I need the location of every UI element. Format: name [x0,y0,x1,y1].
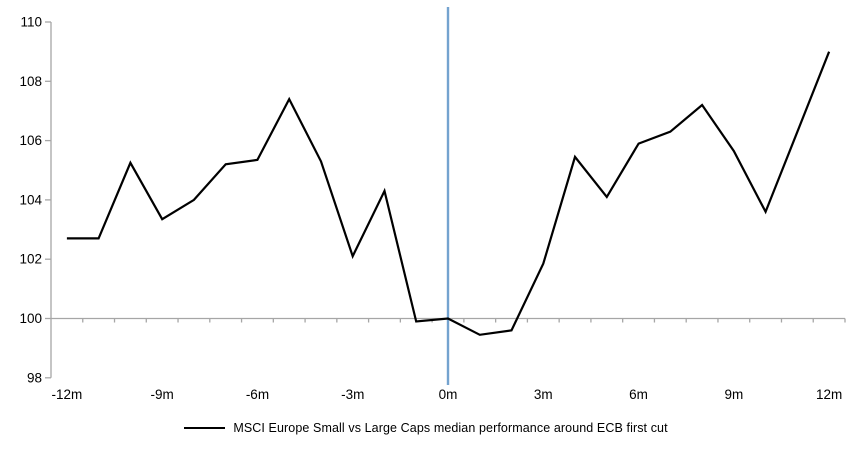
y-tick-label: 110 [20,15,42,30]
series-line-icon [184,427,226,429]
x-tick-label: 12m [816,387,842,402]
x-tick-label: -9m [151,387,174,402]
series-legend-label: MSCI Europe Small vs Large Caps median p… [233,421,668,435]
chart-legend: MSCI Europe Small vs Large Caps median p… [0,412,852,444]
x-tick-label: -12m [51,387,82,402]
y-tick-label: 98 [27,370,42,385]
x-tick-label: 6m [629,387,648,402]
x-tick-label: 3m [534,387,553,402]
x-tick-label: 0m [439,387,458,402]
y-tick-label: 104 [19,192,42,207]
y-tick-label: 108 [19,74,42,89]
y-tick-label: 100 [19,311,42,326]
y-tick-label: 106 [19,133,42,148]
x-tick-label: 9m [724,387,743,402]
x-tick-label: -6m [246,387,269,402]
x-tick-label: -3m [341,387,364,402]
line-chart: 98 100 102 104 106 108 110 -12m -9m -6m -3m 0m 3m 6m 9… [19,7,846,402]
series-line [66,51,831,336]
y-tick-label: 102 [19,252,42,267]
